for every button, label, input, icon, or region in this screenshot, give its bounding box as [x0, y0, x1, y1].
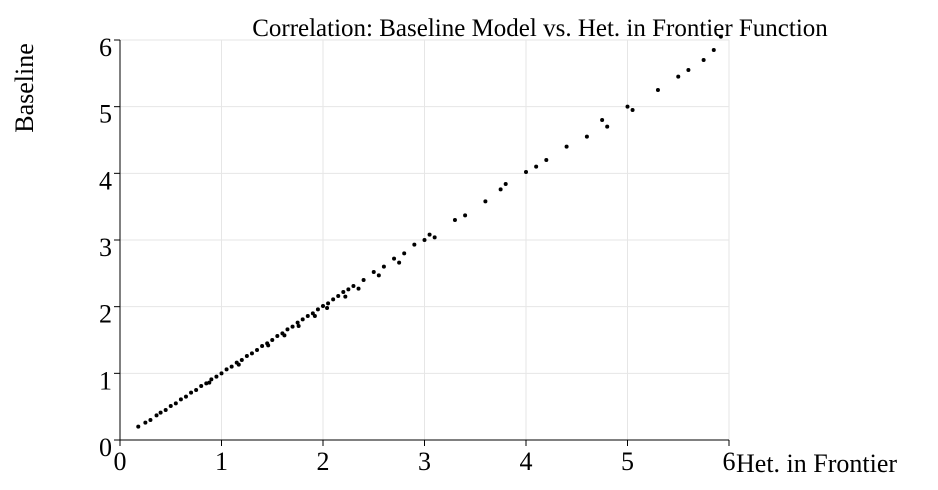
point — [183, 394, 188, 399]
x-tick-label: 5 — [621, 447, 634, 476]
y-axis-label: Baseline — [10, 43, 39, 133]
point — [361, 278, 366, 282]
point — [432, 235, 437, 240]
point — [336, 294, 341, 298]
point — [199, 384, 204, 388]
point — [295, 320, 300, 325]
point — [676, 74, 681, 79]
point — [356, 286, 361, 291]
y-tick-label: 3 — [99, 233, 112, 262]
point — [600, 118, 605, 122]
point — [381, 264, 386, 269]
point — [686, 68, 691, 72]
point — [209, 377, 214, 382]
point — [343, 294, 348, 299]
point — [718, 34, 723, 39]
point — [194, 388, 199, 392]
point — [239, 358, 244, 362]
x-tick-label: 1 — [215, 447, 228, 476]
point — [266, 343, 271, 348]
point — [376, 273, 381, 278]
point — [249, 351, 254, 356]
point — [285, 327, 290, 332]
y-tick-label: 0 — [99, 433, 112, 462]
point — [452, 218, 457, 222]
point — [564, 144, 569, 149]
point — [711, 48, 716, 52]
point — [270, 338, 275, 342]
point — [154, 413, 159, 418]
point — [148, 418, 153, 422]
point — [173, 401, 178, 406]
point — [178, 397, 183, 402]
x-axis-label: Het. in Frontier — [736, 449, 897, 478]
x-tick-label: 0 — [114, 447, 127, 476]
x-tick-label: 3 — [418, 447, 431, 476]
point — [402, 251, 407, 256]
point — [331, 297, 336, 302]
point — [630, 108, 635, 112]
point — [244, 354, 249, 358]
point — [346, 287, 351, 292]
point — [412, 242, 417, 247]
point — [625, 104, 630, 109]
point — [325, 306, 330, 310]
point — [255, 348, 260, 352]
point — [312, 314, 317, 318]
point — [143, 420, 148, 425]
point — [214, 374, 219, 379]
point — [282, 333, 287, 338]
point — [204, 381, 209, 386]
point — [168, 404, 173, 408]
point — [341, 290, 346, 294]
point — [524, 170, 528, 174]
point — [397, 260, 402, 265]
point — [290, 324, 295, 329]
point — [296, 324, 301, 328]
x-tick-label: 4 — [520, 447, 533, 476]
chart-title: Correlation: Baseline Model vs. Het. in … — [252, 15, 828, 42]
point — [605, 124, 610, 129]
y-tick-label: 2 — [99, 300, 112, 329]
point — [321, 304, 325, 308]
point — [483, 199, 488, 204]
point — [351, 284, 356, 288]
point — [503, 182, 508, 186]
point — [163, 408, 168, 412]
point — [544, 158, 549, 162]
point — [300, 317, 305, 322]
x-tick-label: 6 — [723, 447, 736, 476]
point — [371, 270, 376, 274]
point — [392, 256, 397, 261]
point — [427, 232, 432, 237]
point — [315, 307, 320, 312]
point — [326, 301, 331, 306]
point — [534, 164, 539, 169]
point — [584, 134, 589, 139]
point — [158, 410, 163, 415]
point — [189, 390, 194, 395]
y-tick-label: 1 — [99, 366, 112, 395]
point — [229, 364, 234, 369]
point — [275, 334, 280, 338]
point — [498, 187, 503, 192]
y-tick-label: 5 — [99, 100, 112, 129]
point — [701, 58, 706, 62]
point — [463, 213, 468, 218]
point — [655, 88, 660, 92]
x-tick-label: 2 — [317, 447, 330, 476]
point — [260, 344, 265, 348]
point — [236, 362, 241, 367]
point — [224, 367, 229, 372]
point — [305, 314, 310, 318]
y-tick-label: 6 — [99, 33, 112, 62]
point — [219, 371, 224, 376]
point — [136, 424, 141, 429]
point — [422, 238, 427, 242]
y-tick-label: 4 — [99, 166, 112, 195]
point — [207, 380, 212, 385]
